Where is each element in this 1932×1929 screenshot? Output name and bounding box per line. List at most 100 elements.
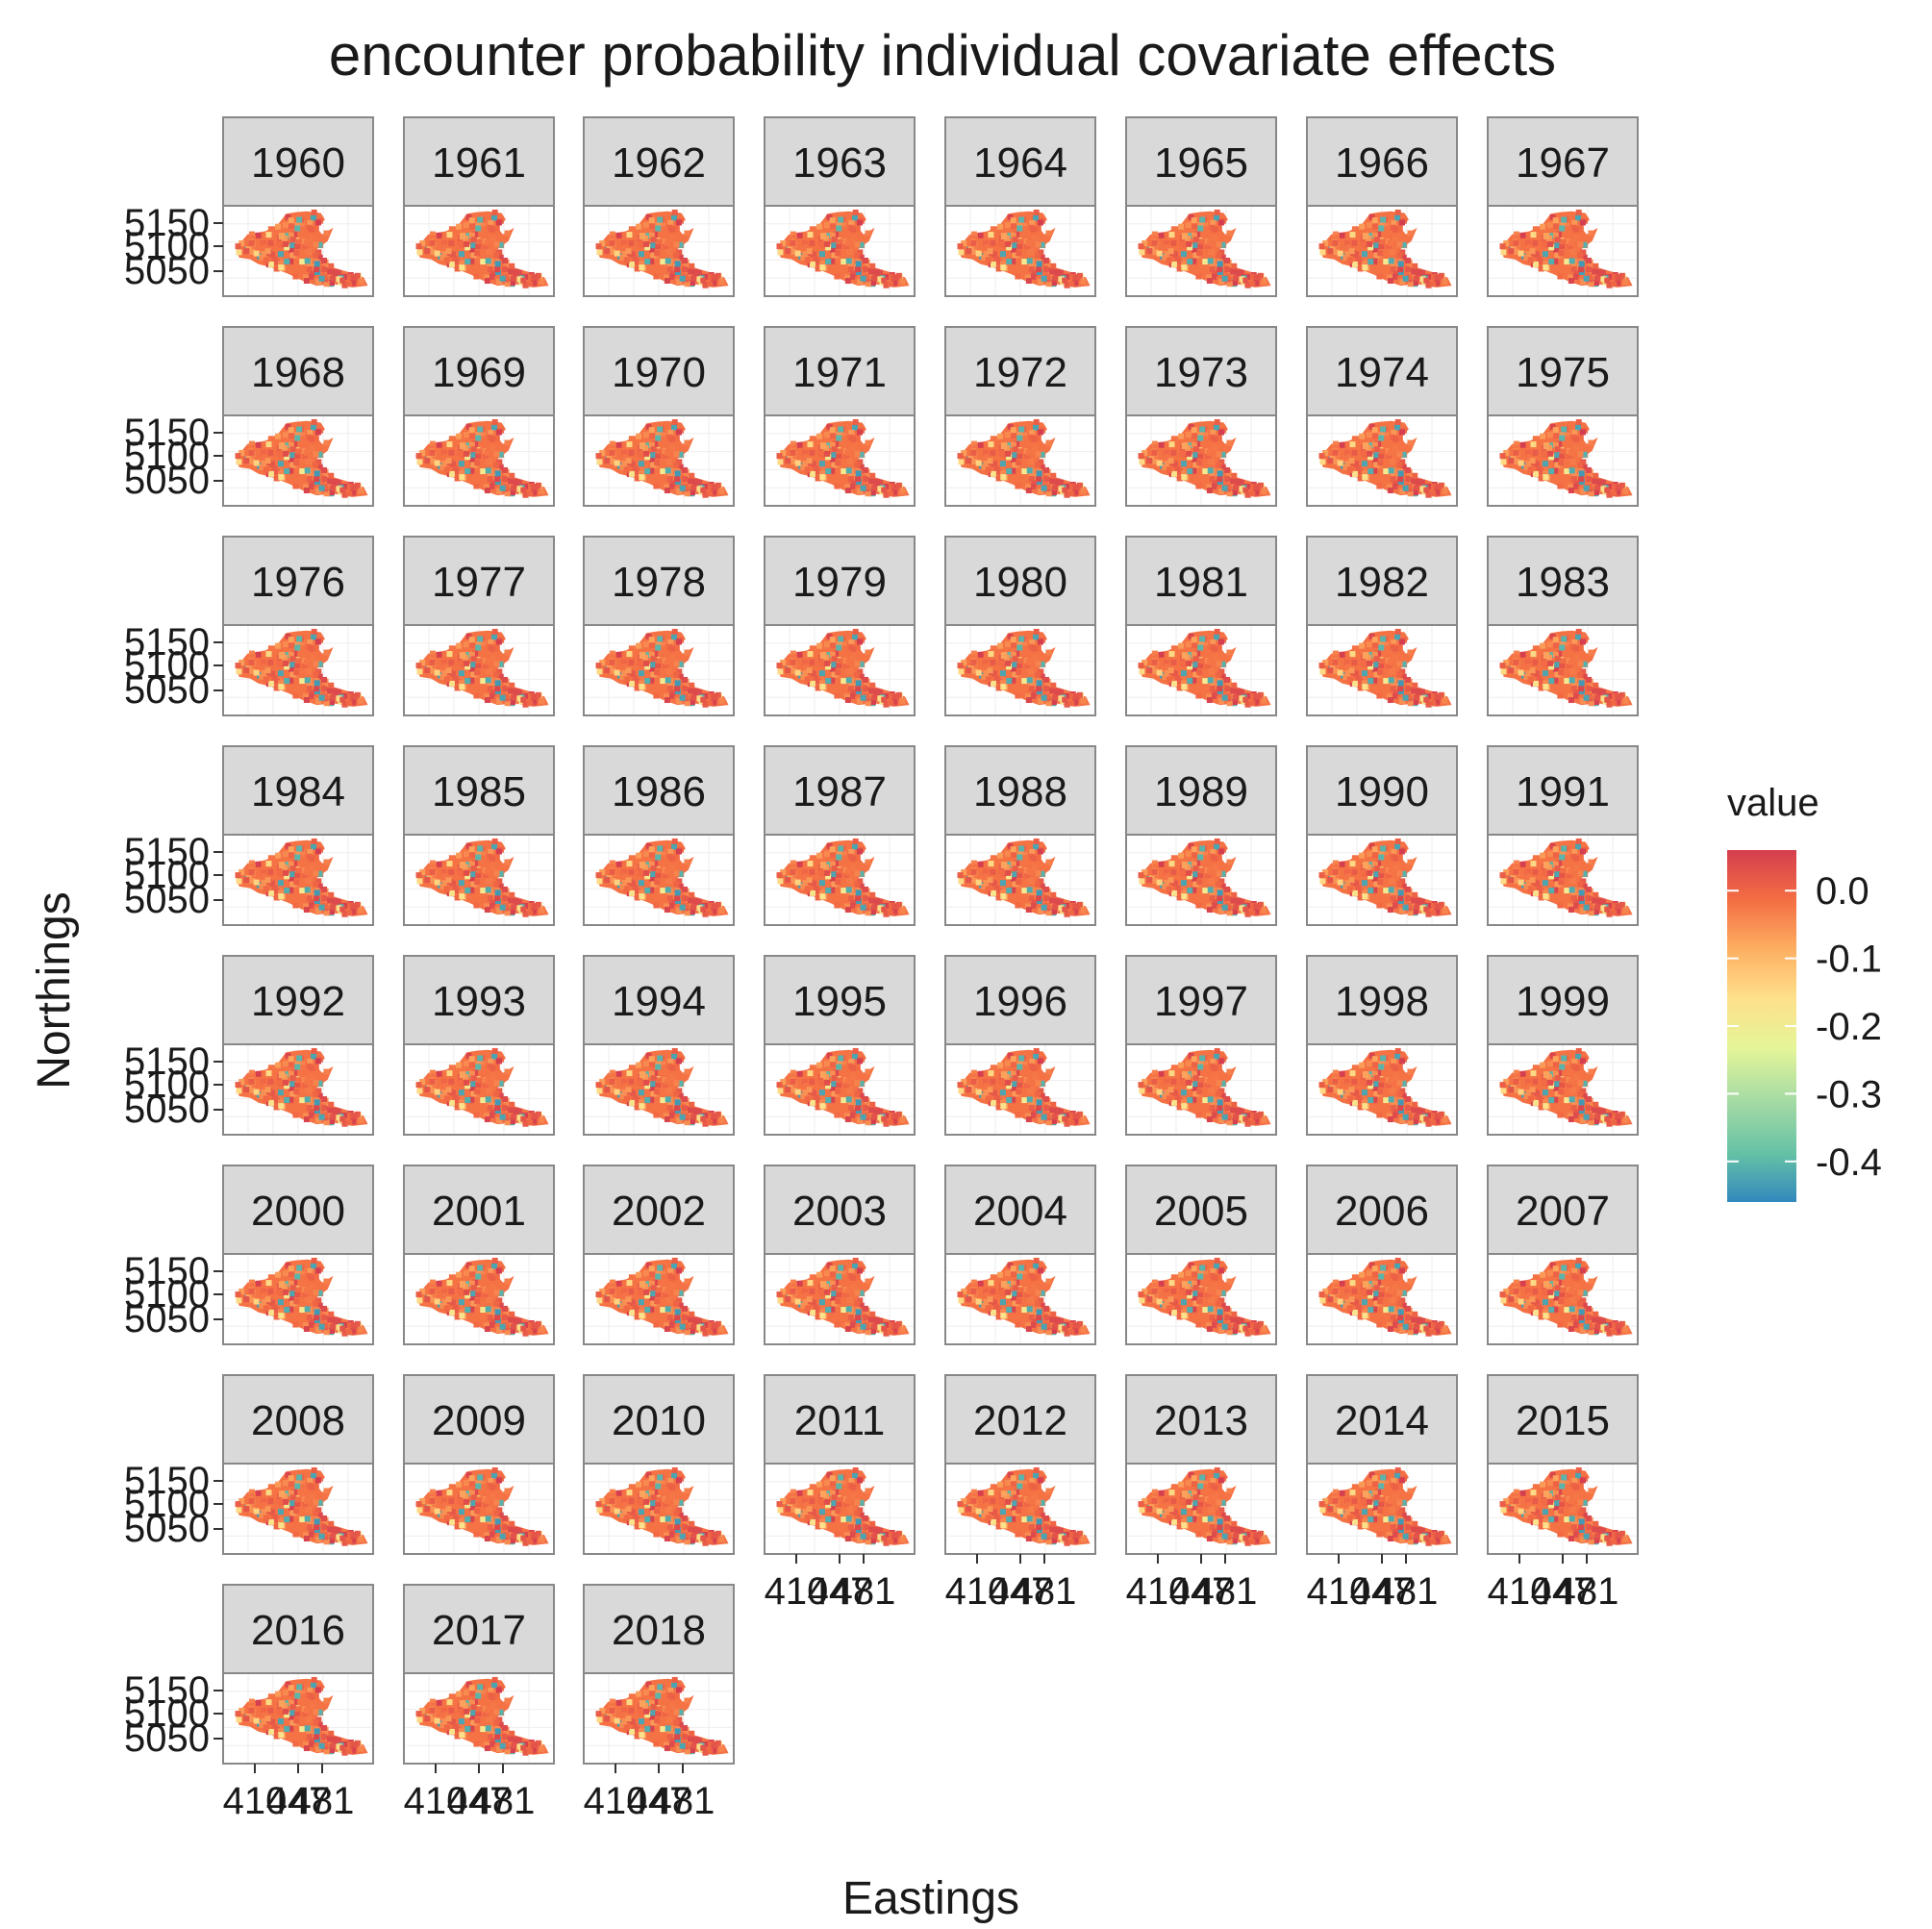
map-cell: [825, 259, 832, 265]
map-cell: [315, 668, 322, 675]
map-cell: [1049, 688, 1056, 694]
map-cell: [702, 273, 709, 280]
map-cell: [476, 867, 483, 874]
map-cell: [841, 220, 847, 227]
map-cell: [1178, 852, 1185, 859]
map-cell: [465, 213, 472, 220]
map-cell: [522, 902, 529, 909]
map-cell: [1383, 678, 1390, 685]
map-cell: [305, 458, 312, 464]
map-cell: [497, 883, 504, 889]
map-cell: [849, 902, 856, 909]
map-cell: [308, 483, 314, 489]
map-cell: [464, 454, 471, 461]
map-cell: [707, 281, 714, 288]
map-cell: [1604, 277, 1611, 284]
map-cell: [1546, 222, 1553, 229]
map-cell: [335, 479, 341, 486]
map-cell: [330, 694, 337, 701]
map-cell: [688, 268, 694, 275]
map-cell: [971, 444, 978, 451]
map-cell: [484, 868, 490, 875]
map-cell: [991, 251, 998, 258]
map-cell: [1166, 676, 1172, 683]
map-cell: [1396, 435, 1403, 441]
map-cell: [857, 698, 864, 705]
map-cell: [1622, 488, 1629, 494]
map-cell: [299, 220, 306, 227]
map-cell: [636, 642, 642, 649]
map-cell: [472, 231, 479, 238]
map-cell: [516, 276, 523, 283]
map-cell: [621, 460, 628, 466]
map-cell: [609, 231, 615, 238]
map-cell: [790, 235, 797, 241]
map-cell: [889, 273, 895, 280]
map-cell: [1050, 280, 1057, 287]
map-cell: [513, 900, 519, 907]
map-cell: [496, 249, 503, 256]
map-cell: [1578, 476, 1585, 483]
map-cell: [489, 902, 495, 909]
map-cell: [1186, 450, 1192, 457]
map-cell: [1377, 460, 1384, 466]
map-cell: [650, 462, 657, 468]
map-cell: [1387, 239, 1393, 246]
facet-strip: [222, 116, 374, 207]
map-cell: [1353, 670, 1360, 677]
map-cell: [708, 902, 715, 909]
map-cell: [1152, 458, 1159, 464]
map-cell: [1170, 868, 1177, 875]
map-cell: [790, 449, 796, 456]
map-cell: [455, 678, 462, 685]
map-cell: [509, 699, 515, 706]
map-cell: [1559, 435, 1566, 441]
map-cell: [692, 690, 699, 697]
map-cell: [982, 449, 989, 456]
map-cell: [1543, 234, 1549, 240]
map-cell: [328, 909, 335, 915]
map-cell: [1043, 480, 1050, 487]
map-cell: [975, 879, 982, 886]
map-cell: [1391, 219, 1397, 226]
map-cell: [1216, 870, 1222, 877]
map-cell: [863, 902, 869, 909]
map-cell: [328, 699, 335, 706]
map-cell: [255, 651, 262, 658]
map-cell: [634, 894, 640, 901]
map-cell: [456, 223, 463, 230]
map-cell: [436, 861, 442, 867]
map-cell: [829, 846, 836, 853]
map-cell: [868, 688, 875, 694]
map-cell: [638, 670, 644, 677]
map-cell: [1194, 860, 1201, 866]
map-cell: [278, 234, 285, 240]
map-cell: [1549, 633, 1556, 639]
map-cell: [1368, 233, 1375, 239]
map-cell: [1253, 488, 1260, 494]
map-cell: [1211, 645, 1217, 652]
map-cell: [480, 658, 487, 664]
map-cell: [315, 489, 322, 495]
map-cell: [1377, 250, 1384, 257]
map-cell: [1552, 677, 1559, 684]
map-cell: [1224, 686, 1231, 692]
map-cell: [796, 861, 803, 867]
map-cell: [1186, 660, 1192, 666]
map-cell: [831, 865, 838, 872]
map-cell: [1513, 449, 1519, 456]
map-cell: [288, 223, 294, 230]
map-cell: [831, 671, 838, 678]
map-cell: [1006, 454, 1013, 461]
map-cell: [1371, 441, 1378, 448]
map-cell: [1392, 273, 1398, 280]
facet-strip: [403, 536, 555, 626]
map-cell: [1367, 244, 1374, 251]
map-cell: [652, 860, 659, 866]
map-cell: [1600, 695, 1607, 702]
map-cell: [831, 242, 838, 249]
map-cell: [1332, 231, 1339, 238]
map-cell: [1010, 232, 1016, 238]
map-cell: [1025, 239, 1032, 246]
map-cell: [852, 634, 859, 640]
